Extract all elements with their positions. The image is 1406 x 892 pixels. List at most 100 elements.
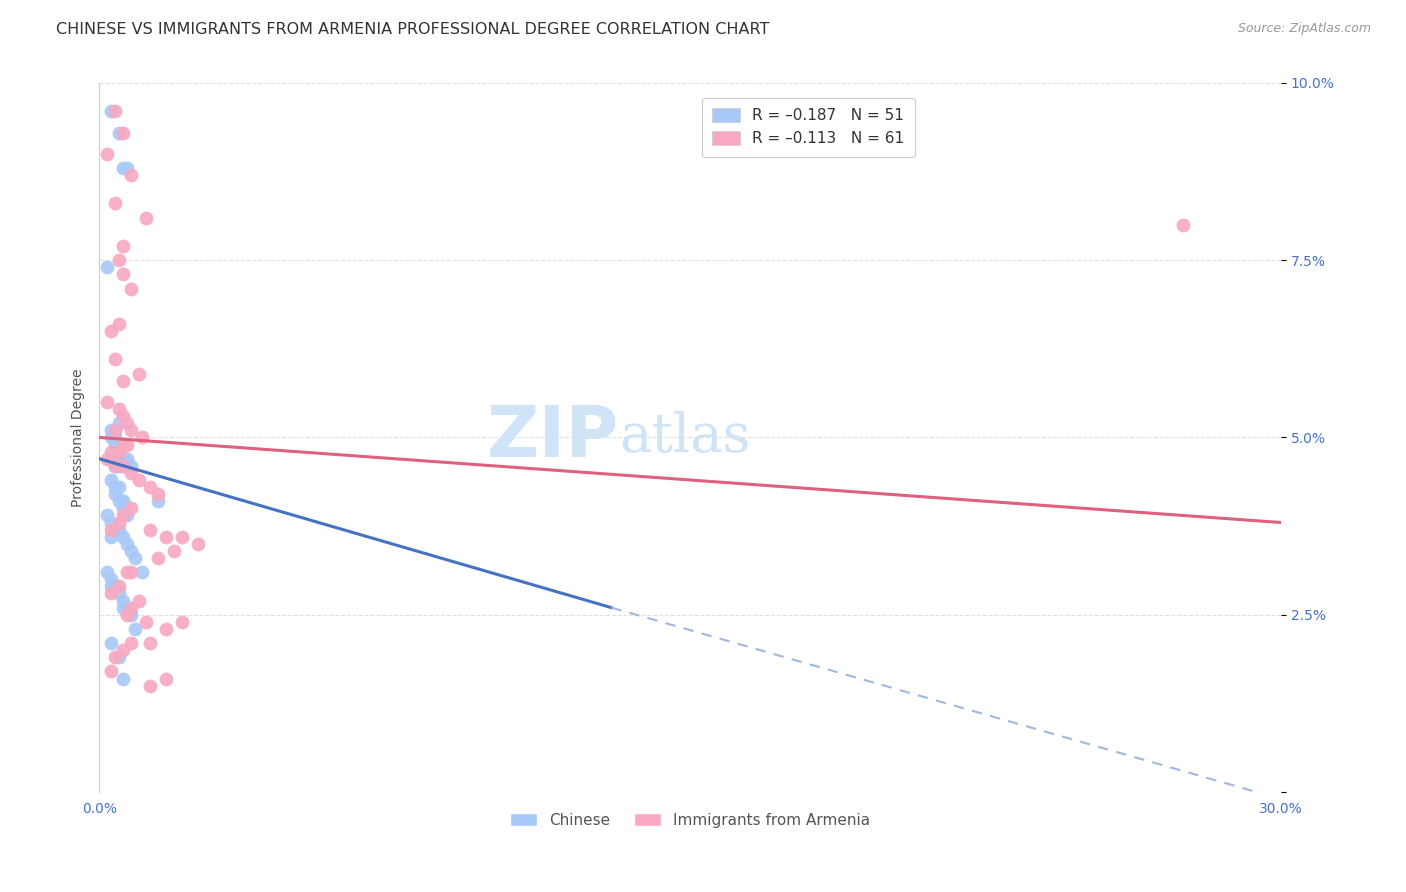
Point — [96, 565, 118, 579]
Point — [104, 650, 127, 665]
Point — [163, 544, 186, 558]
Point — [111, 409, 134, 424]
Point — [111, 600, 134, 615]
Point — [111, 374, 134, 388]
Point — [104, 423, 127, 437]
Point — [108, 579, 131, 593]
Point — [100, 444, 122, 458]
Point — [139, 480, 162, 494]
Point — [108, 458, 131, 473]
Point — [108, 417, 131, 431]
Point — [148, 551, 170, 566]
Point — [170, 530, 193, 544]
Point — [124, 551, 146, 566]
Point — [139, 523, 162, 537]
Point — [100, 104, 122, 119]
Point — [115, 161, 138, 175]
Point — [111, 494, 134, 508]
Point — [111, 672, 134, 686]
Point — [124, 622, 146, 636]
Point — [96, 260, 118, 275]
Point — [120, 281, 142, 295]
Point — [104, 579, 127, 593]
Point — [104, 487, 127, 501]
Point — [100, 430, 122, 444]
Point — [111, 508, 134, 523]
Point — [120, 600, 142, 615]
Point — [115, 600, 138, 615]
Point — [187, 537, 209, 551]
Point — [111, 126, 134, 140]
Point — [135, 211, 157, 225]
Point — [120, 607, 142, 622]
Point — [148, 487, 170, 501]
Point — [108, 586, 131, 600]
Point — [96, 508, 118, 523]
Point — [104, 523, 127, 537]
Point — [120, 544, 142, 558]
Point — [120, 423, 142, 437]
Point — [120, 501, 142, 516]
Point — [100, 572, 122, 586]
Point — [111, 458, 134, 473]
Text: CHINESE VS IMMIGRANTS FROM ARMENIA PROFESSIONAL DEGREE CORRELATION CHART: CHINESE VS IMMIGRANTS FROM ARMENIA PROFE… — [56, 22, 769, 37]
Point — [128, 367, 150, 381]
Point — [111, 501, 134, 516]
Point — [100, 516, 122, 530]
Point — [100, 530, 122, 544]
Point — [155, 530, 177, 544]
Point — [115, 537, 138, 551]
Point — [115, 508, 138, 523]
Point — [131, 565, 153, 579]
Point — [100, 423, 122, 437]
Point — [128, 473, 150, 487]
Point — [104, 437, 127, 451]
Point — [104, 423, 127, 437]
Point — [111, 494, 134, 508]
Point — [108, 650, 131, 665]
Point — [111, 239, 134, 253]
Point — [104, 196, 127, 211]
Point — [131, 430, 153, 444]
Point — [111, 593, 134, 607]
Text: atlas: atlas — [619, 411, 751, 464]
Point — [111, 643, 134, 657]
Point — [108, 253, 131, 268]
Point — [115, 417, 138, 431]
Point — [111, 451, 134, 466]
Point — [108, 444, 131, 458]
Point — [108, 523, 131, 537]
Point — [100, 636, 122, 650]
Point — [104, 104, 127, 119]
Point — [139, 636, 162, 650]
Point — [115, 607, 138, 622]
Point — [1171, 218, 1194, 232]
Point — [155, 672, 177, 686]
Point — [111, 268, 134, 282]
Point — [100, 586, 122, 600]
Point — [108, 480, 131, 494]
Point — [128, 593, 150, 607]
Point — [111, 437, 134, 451]
Point — [108, 126, 131, 140]
Point — [104, 430, 127, 444]
Point — [120, 168, 142, 182]
Point — [135, 615, 157, 629]
Legend: Chinese, Immigrants from Armenia: Chinese, Immigrants from Armenia — [503, 806, 876, 834]
Point — [120, 565, 142, 579]
Point — [100, 324, 122, 338]
Point — [96, 451, 118, 466]
Point — [108, 494, 131, 508]
Point — [155, 622, 177, 636]
Point — [104, 458, 127, 473]
Point — [115, 437, 138, 451]
Point — [108, 317, 131, 331]
Point — [100, 523, 122, 537]
Point — [100, 665, 122, 679]
Point — [96, 146, 118, 161]
Point — [96, 395, 118, 409]
Point — [115, 565, 138, 579]
Point — [100, 451, 122, 466]
Text: ZIP: ZIP — [486, 403, 619, 472]
Point — [170, 615, 193, 629]
